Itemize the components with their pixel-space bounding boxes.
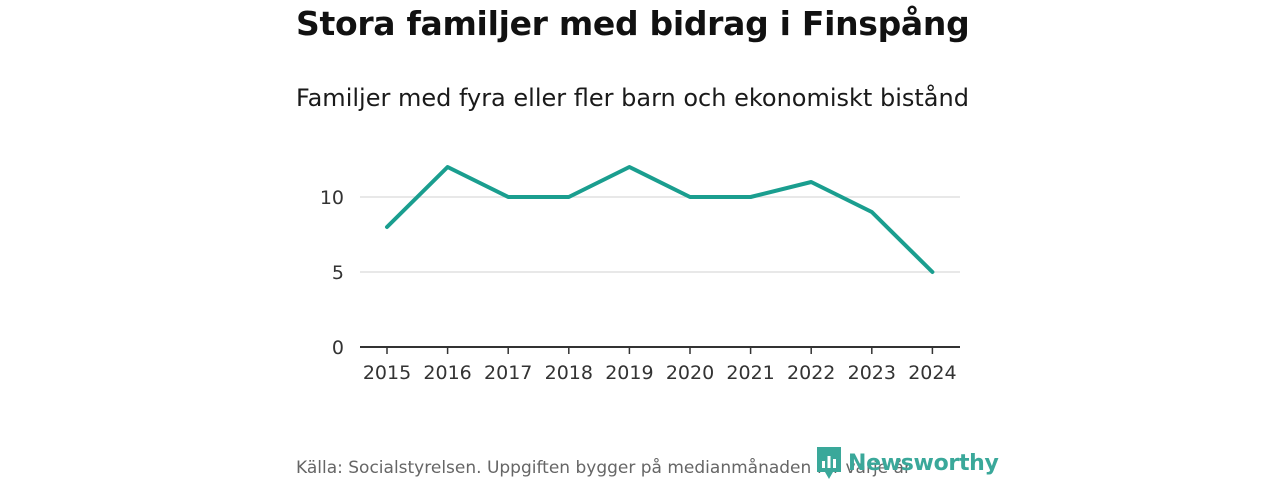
data-point-2018 (565, 193, 573, 201)
brand-logo: Newsworthy (816, 446, 999, 480)
x-tick-label-2018: 2018 (545, 362, 593, 384)
x-tick-label-2021: 2021 (726, 362, 774, 384)
data-point-2016 (444, 163, 452, 171)
data-point-2024 (928, 268, 936, 276)
data-point-2017 (504, 193, 512, 201)
y-tick-label-5: 5 (332, 262, 344, 284)
series-line-0 (385, 165, 935, 274)
x-tick-label-2020: 2020 (666, 362, 714, 384)
x-tick-label-2015: 2015 (363, 362, 411, 384)
brand-name: Newsworthy (848, 450, 999, 476)
series-layer (383, 163, 936, 276)
x-tick-label-2017: 2017 (484, 362, 532, 384)
data-point-2023 (868, 208, 876, 216)
data-point-2020 (686, 193, 694, 201)
data-point-2022 (807, 178, 815, 186)
x-tick-label-2019: 2019 (605, 362, 653, 384)
newsworthy-logo-icon (817, 447, 841, 479)
chart-title: Stora familjer med bidrag i Finspång (296, 4, 970, 43)
axes: 0 5 10 2015 2016 2017 2018 2019 2020 2021 2022 2023… (320, 187, 960, 384)
x-tick-label-2023: 2023 (848, 362, 896, 384)
x-tick-label-2024: 2024 (908, 362, 956, 384)
x-tick-label-2016: 2016 (423, 362, 471, 384)
y-tick-label-10: 10 (320, 187, 344, 209)
source-note: Källa: Socialstyrelsen. Uppgiften bygger… (296, 458, 911, 478)
x-tick-label-2022: 2022 (787, 362, 835, 384)
data-point-2021 (747, 193, 755, 201)
y-tick-label-0: 0 (332, 337, 344, 359)
line-chart: 0 5 10 2015 2016 2017 2018 2019 2020 2021 2022 2023… (320, 163, 960, 384)
data-point-2019 (625, 163, 633, 171)
chart-subtitle: Familjer med fyra eller fler barn och ek… (296, 84, 969, 112)
data-point-2015 (383, 223, 391, 231)
gridlines (360, 196, 960, 273)
